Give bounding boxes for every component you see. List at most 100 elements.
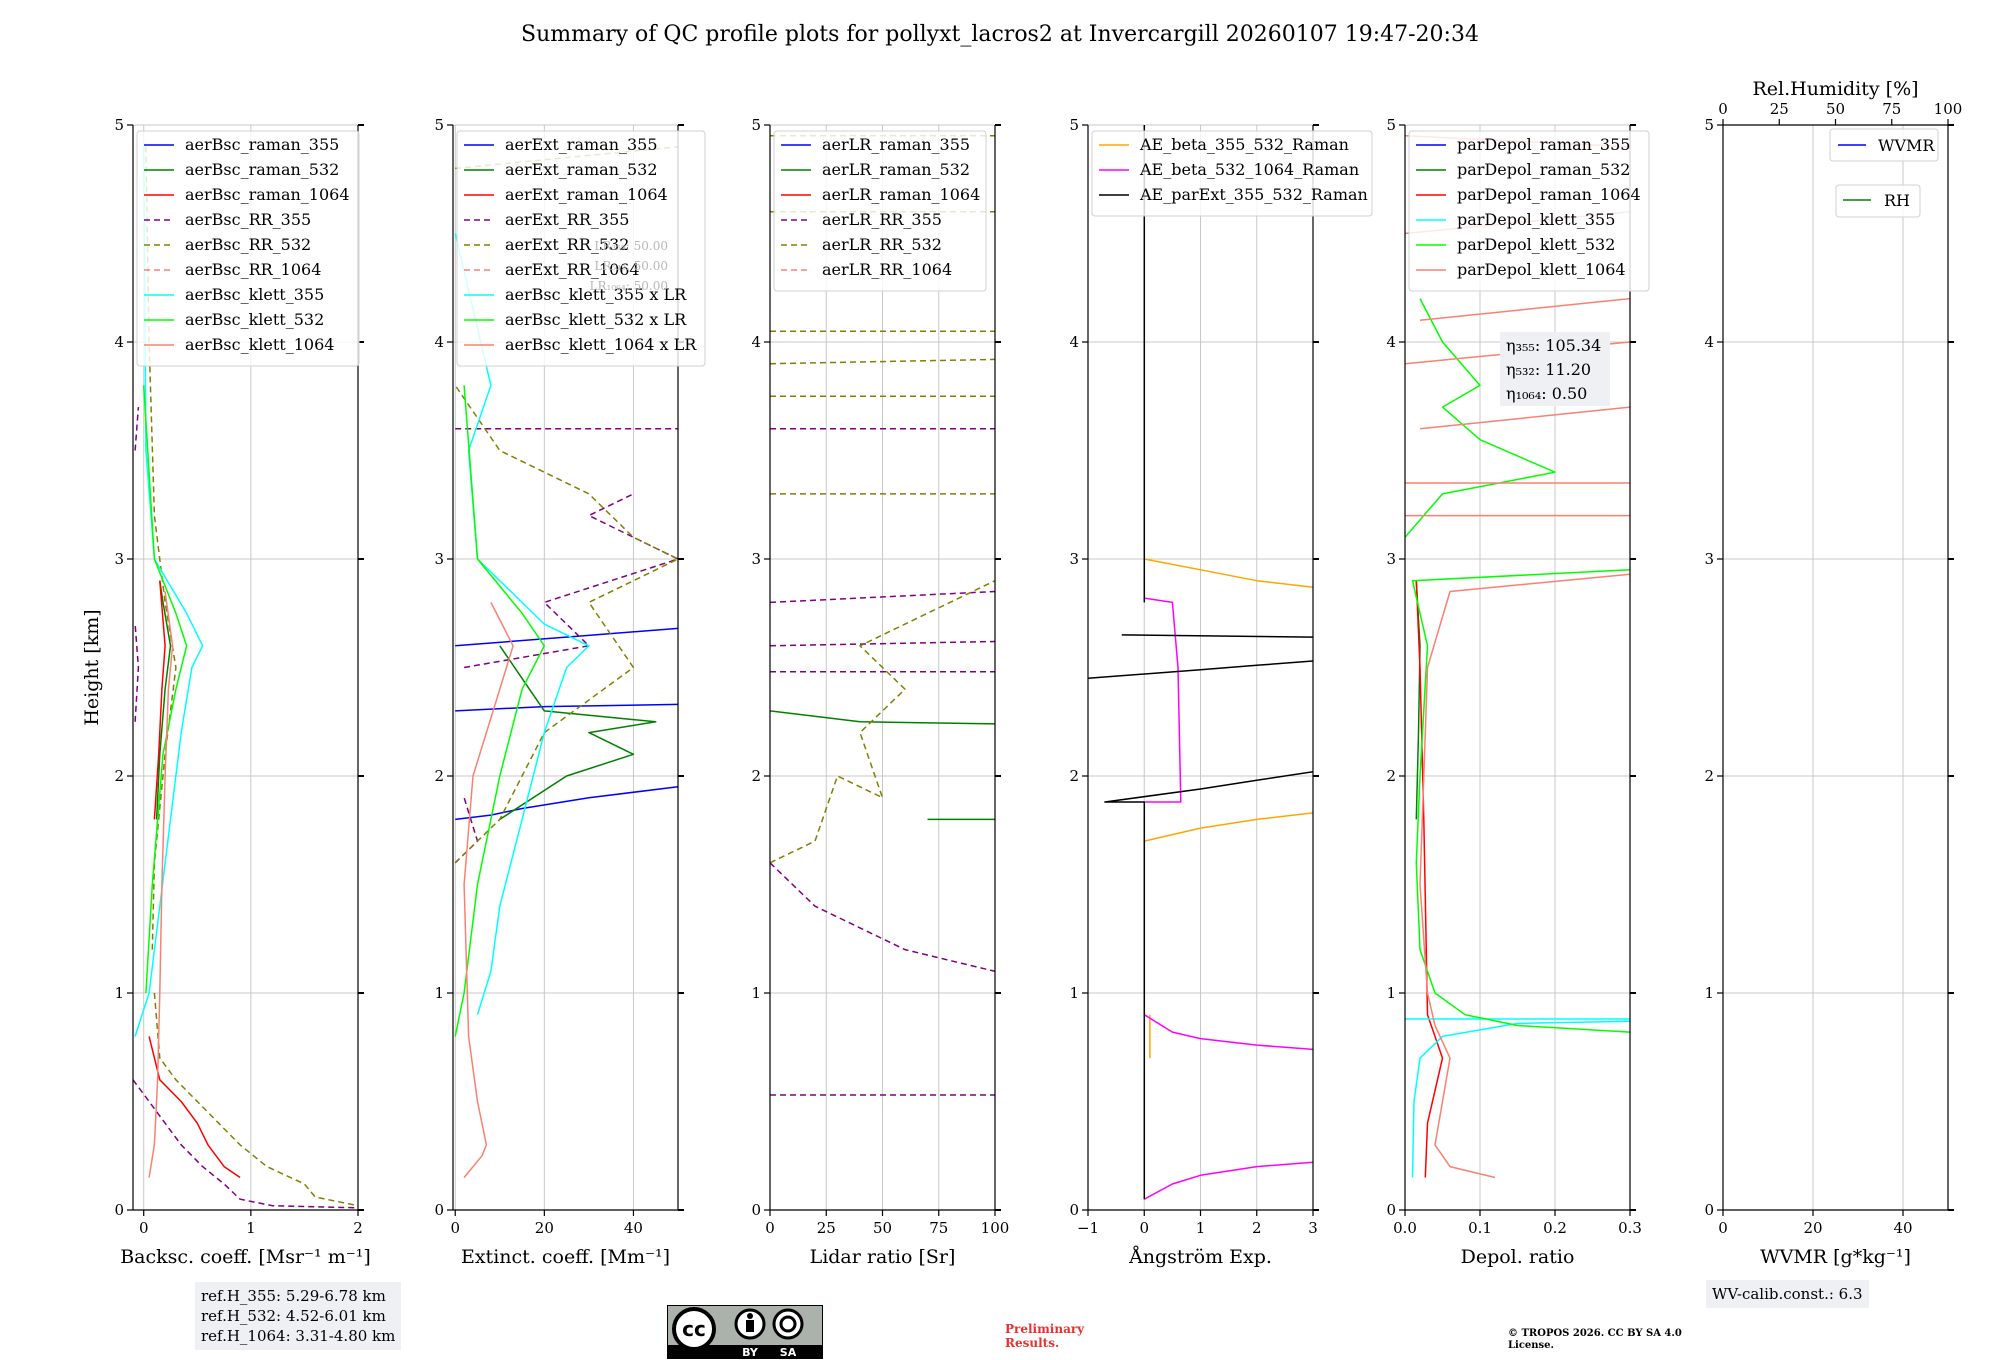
ytick-label-lr: 4 — [751, 333, 761, 351]
ytick-label-ae: 0 — [1069, 1201, 1079, 1219]
ytick-label-lr: 5 — [751, 116, 761, 134]
legend-frame-wv — [1829, 128, 1939, 162]
xtick-label-depol: 0.2 — [1543, 1219, 1567, 1237]
lr-label-2: LR₁₀₆₄: 50.00 — [590, 279, 668, 293]
xtick-label-ae: 1 — [1196, 1219, 1206, 1237]
xlabel-bsc: Backsc. coeff. [Msr⁻¹ m⁻¹] — [120, 1246, 371, 1268]
series-ext-1 — [499, 645, 657, 821]
legend-label-lr-4: aerLR_RR_532 — [822, 235, 942, 254]
legend-label-depol-3: parDepol_klett_355 — [1457, 210, 1615, 229]
series-lr-3 — [770, 428, 995, 1096]
series-ae-0 — [1144, 558, 1313, 1059]
legend-label-bsc-0: aerBsc_raman_355 — [185, 135, 339, 154]
eta-label-1: η₅₃₂: 11.20 — [1506, 360, 1591, 379]
legend-label-ext-1: aerExt_raman_532 — [505, 160, 658, 179]
legend-label-bsc-3: aerBsc_RR_355 — [185, 210, 311, 229]
series-bsc-1 — [155, 580, 172, 820]
xlabel-wv: WVMR [g*kg⁻¹] — [1760, 1246, 1911, 1268]
legend-wv-rh: RH — [1835, 184, 1921, 218]
series-depol-4 — [1405, 298, 1630, 1033]
series-group-bsc — [133, 146, 358, 1209]
xlabel-ext: Extinct. coeff. [Mm⁻¹] — [461, 1246, 670, 1268]
svg-text:cc: cc — [682, 1317, 706, 1341]
series-lr-4 — [770, 135, 995, 864]
xtick-label-ext: 20 — [535, 1219, 554, 1237]
legend-label-depol-5: parDepol_klett_1064 — [1457, 260, 1626, 279]
series-ext-7 — [454, 385, 546, 1037]
legend-label-bsc-8: aerBsc_klett_1064 — [185, 335, 334, 354]
legend-label-bsc-7: aerBsc_klett_532 — [185, 310, 324, 329]
ytick-label-depol: 1 — [1386, 984, 1396, 1002]
legend-label-depol-4: parDepol_klett_532 — [1457, 235, 1615, 254]
xtick-label-bsc: 1 — [246, 1219, 256, 1237]
legend-frame-wv-rh — [1835, 184, 1921, 218]
lr-label-1: LR₅₃₂: 50.00 — [594, 259, 668, 273]
ytick-label-ext: 3 — [434, 550, 444, 568]
xtick-label-wv: 0 — [1718, 1219, 1728, 1237]
ytick-label-ae: 3 — [1069, 550, 1079, 568]
legend-label-ae-2: AE_parExt_355_532_Raman — [1139, 185, 1368, 204]
badge-by-label: BY — [742, 1346, 759, 1359]
copyright-note: © TROPOS 2026. CC BY SA 4.0 License. — [1508, 1328, 1682, 1351]
legend-label-lr-5: aerLR_RR_1064 — [822, 260, 952, 279]
series-bsc-3 — [133, 407, 358, 1209]
series-depol-2 — [1415, 580, 1444, 1178]
panel-depol: 0 1 2 3 4 5 0.0 0.1 0.2 0.3 Depol. ratio parDepol_r… — [1386, 116, 1650, 1268]
ytick-label-bsc: 4 — [114, 333, 124, 351]
legend-frame-lr — [773, 130, 987, 292]
ytick-label-ext: 1 — [434, 984, 444, 1002]
ytick-label-wv: 0 — [1704, 1201, 1714, 1219]
legend-ext: aerExt_raman_355 aerExt_raman_532 aerExt_r… — [456, 130, 706, 367]
xtick-label-lr: 25 — [817, 1219, 836, 1237]
top-xtick-label-wv: 25 — [1770, 100, 1789, 118]
legend-bsc: aerBsc_raman_355 aerBsc_raman_532 aerBsc_r… — [136, 130, 360, 367]
ytick-label-depol: 5 — [1386, 116, 1396, 134]
legend-label-depol-0: parDepol_raman_355 — [1457, 135, 1630, 154]
series-depol-3 — [1405, 1018, 1630, 1178]
legend-label-lr-1: aerLR_raman_532 — [822, 160, 970, 179]
series-bsc-2 — [148, 580, 241, 1179]
ytick-label-depol: 0 — [1386, 1201, 1396, 1219]
top-xtick-label-wv: 0 — [1718, 100, 1728, 118]
series-ae-1 — [1143, 597, 1313, 1200]
legend-frame-ae — [1091, 130, 1373, 217]
top-xlabel-wv: Rel.Humidity [%] — [1752, 78, 1918, 100]
ytick-label-ae: 2 — [1069, 767, 1079, 785]
xtick-label-lr: 75 — [929, 1219, 948, 1237]
ytick-label-ext: 5 — [434, 116, 444, 134]
series-lr-1 — [770, 710, 995, 821]
lr-label-0: LR₃₅₅: 50.00 — [594, 239, 668, 253]
xtick-label-ae: 0 — [1139, 1219, 1149, 1237]
ytick-label-bsc: 3 — [114, 550, 124, 568]
ytick-label-bsc: 1 — [114, 984, 124, 1002]
series-bsc-8 — [148, 591, 174, 1178]
xtick-label-depol: 0.0 — [1393, 1219, 1417, 1237]
ref-height-532: ref.H_532: 4.52-6.01 km — [201, 1307, 386, 1325]
ytick-label-ext: 4 — [434, 333, 444, 351]
xtick-label-wv: 40 — [1893, 1219, 1912, 1237]
ytick-label-bsc: 0 — [114, 1201, 124, 1219]
legend-ae: AE_beta_355_532_Raman AE_beta_532_1064_Ra… — [1091, 130, 1373, 217]
ytick-label-wv: 2 — [1704, 767, 1714, 785]
legend-label-lr-0: aerLR_raman_355 — [822, 135, 970, 154]
xtick-label-wv: 20 — [1803, 1219, 1822, 1237]
xtick-label-lr: 0 — [765, 1219, 775, 1237]
xtick-label-ext: 40 — [624, 1219, 643, 1237]
legend-frame-ext — [456, 130, 706, 367]
badge-sa-label: SA — [780, 1346, 797, 1359]
panel-ext: 0 1 2 3 4 5 0 20 40 Extinct. coeff. [Mm⁻¹] aerExt_… — [434, 116, 706, 1268]
xlabel-depol: Depol. ratio — [1461, 1246, 1575, 1268]
xtick-label-ae: 3 — [1308, 1219, 1318, 1237]
xtick-label-depol: 0.1 — [1468, 1219, 1492, 1237]
ytick-label-wv: 4 — [1704, 333, 1714, 351]
xtick-label-bsc: 2 — [353, 1219, 363, 1237]
figure-title: Summary of QC profile plots for pollyxt_… — [521, 22, 1479, 47]
eta-box — [1500, 332, 1610, 406]
xtick-label-lr: 50 — [873, 1219, 892, 1237]
ytick-label-lr: 3 — [751, 550, 761, 568]
eta-label-0: η₃₅₅: 105.34 — [1506, 336, 1601, 355]
